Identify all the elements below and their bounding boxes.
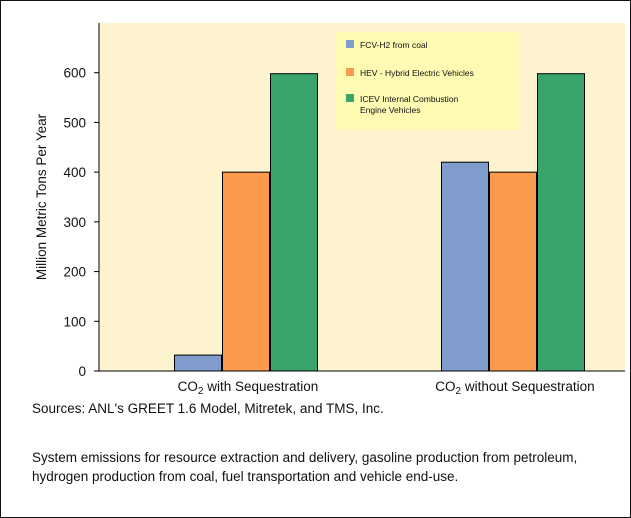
legend: FCV-H2 from coal HEV - Hybrid Electric Ve… bbox=[336, 32, 519, 130]
y-axis-title: Million Metric Tons Per Year bbox=[34, 113, 49, 280]
y-tick-label: 400 bbox=[63, 165, 86, 180]
x-tick-label: CO2 with Sequestration bbox=[178, 379, 319, 397]
legend-box bbox=[336, 32, 519, 130]
y-tick-label: 100 bbox=[63, 314, 86, 329]
legend-label: FCV-H2 from coal bbox=[360, 40, 428, 50]
bar bbox=[222, 171, 270, 372]
legend-label: ICEV Internal Combustion Engine Vehicles bbox=[360, 94, 459, 115]
legend-swatch bbox=[346, 68, 354, 76]
y-tick-label: 300 bbox=[63, 215, 86, 230]
bar-chart: 0 100 200 300 400 500 600 Million Metric Tons P… bbox=[34, 23, 625, 397]
legend-swatch bbox=[346, 94, 354, 102]
x-tick-label: CO2 without Sequestration bbox=[435, 379, 594, 397]
y-tick-label: 500 bbox=[63, 115, 86, 130]
legend-swatch bbox=[346, 40, 354, 48]
sources-note: Sources: ANL's GREET 1.6 Model, Mitretek… bbox=[32, 401, 384, 416]
legend-label: HEV - Hybrid Electric Vehicles bbox=[360, 68, 474, 78]
y-tick-label: 0 bbox=[78, 364, 86, 379]
bar bbox=[537, 73, 585, 372]
bar bbox=[174, 354, 222, 372]
y-tick-label: 600 bbox=[63, 66, 86, 81]
bar bbox=[270, 73, 318, 372]
bar bbox=[489, 171, 537, 372]
bar bbox=[441, 161, 489, 372]
y-tick-label: 200 bbox=[63, 265, 86, 280]
emissions-description: System emissions for resource extraction… bbox=[32, 450, 578, 484]
